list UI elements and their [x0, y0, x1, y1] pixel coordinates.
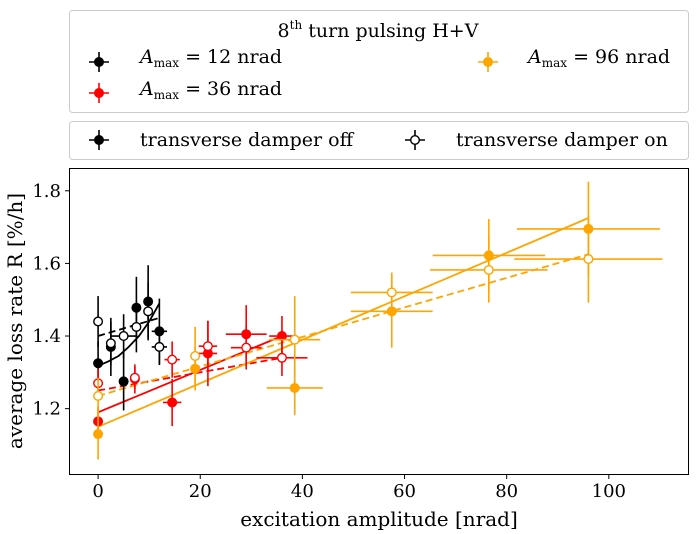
y-tick-label: 1.8	[32, 181, 61, 202]
legend-entry-amax-12: Amax = 12 nrad	[89, 46, 282, 72]
data-point	[105, 321, 116, 366]
legend-marker-dot	[483, 57, 494, 68]
data-point	[110, 314, 137, 358]
data-marker	[131, 321, 142, 332]
x-tick-label: 0	[92, 481, 103, 502]
plot-frame	[69, 168, 689, 475]
data-marker	[202, 341, 213, 352]
legend-label-amax-12: Amax = 12 nrad	[138, 46, 282, 70]
data-marker	[93, 316, 104, 327]
legend-marker-black	[89, 52, 109, 72]
fit-lines	[97, 217, 589, 428]
legend-title-superscript: th	[290, 18, 303, 32]
data-point	[93, 408, 104, 460]
x-tick-label: 80	[495, 481, 518, 502]
data-marker	[190, 350, 201, 361]
data-marker	[143, 306, 154, 317]
axes: 0 20 40 60 80 100 1.2 1.4 1.6 1.8	[32, 181, 626, 502]
legend-marker-damper-on	[405, 130, 425, 150]
legend-pulsing-title: 8th turn pulsing H+V	[278, 18, 479, 42]
legend-label-amax-36: Amax = 36 nrad	[138, 78, 282, 102]
data-marker	[241, 342, 252, 353]
legend-marker-dot	[410, 134, 421, 145]
legend-pulsing: 8th turn pulsing H+V Amax = 12 nrad Amax…	[69, 10, 689, 113]
data-marker	[118, 331, 129, 342]
y-tick-label: 1.4	[32, 326, 61, 347]
data-point	[151, 328, 168, 366]
legend-marker-dot	[93, 57, 104, 68]
data-point	[430, 237, 548, 303]
data-marker	[167, 354, 178, 365]
fit-line	[97, 217, 589, 428]
legend-marker-dot	[93, 134, 104, 145]
data-marker	[483, 264, 494, 275]
legend-entry-amax-36: Amax = 36 nrad	[89, 78, 282, 103]
x-tick-label: 60	[393, 481, 416, 502]
data-point	[93, 377, 104, 415]
data-marker	[93, 429, 104, 440]
data-point	[350, 272, 433, 313]
legend-label-amax-96: Amax = 96 nrad	[526, 46, 670, 70]
y-tick-label: 1.2	[32, 399, 61, 420]
x-tick-label: 40	[291, 481, 314, 502]
data-point	[129, 366, 140, 389]
x-axis-label: excitation amplitude [nrad]	[240, 507, 518, 531]
data-marker	[118, 376, 129, 387]
x-tick-label: 100	[592, 481, 626, 502]
data-marker	[276, 352, 287, 363]
data-marker	[289, 334, 300, 345]
legend-entry-amax-96: Amax = 96 nrad	[478, 46, 670, 72]
data-point	[118, 352, 129, 411]
data-point	[269, 296, 321, 384]
legend-label-damper-on: transverse damper on	[456, 129, 668, 151]
data-point	[131, 301, 142, 353]
data-point	[198, 320, 218, 372]
fit-line	[97, 356, 283, 392]
legend-marker-dot	[93, 87, 104, 98]
data-point	[256, 339, 308, 376]
data-point	[162, 378, 182, 427]
fit-line	[97, 253, 589, 397]
y-axis-label: average loss rate R [%/h]	[3, 193, 27, 449]
legend-title-number: 8	[278, 20, 290, 42]
data-point	[190, 326, 201, 386]
data-marker	[386, 287, 397, 298]
data-marker	[93, 358, 104, 369]
legend-damper: transverse damper off transverse damper …	[69, 121, 689, 160]
legend-marker-red	[89, 83, 109, 103]
data-marker	[93, 390, 104, 401]
data-point	[230, 325, 262, 370]
data-marker	[167, 397, 178, 408]
data-marker	[129, 372, 140, 383]
legend-damper-frame	[69, 121, 689, 160]
data-marker	[583, 254, 594, 265]
data-point	[514, 215, 663, 303]
legend-title-rest: turn pulsing H+V	[302, 20, 479, 42]
x-tick-label: 20	[189, 481, 212, 502]
data-marker	[105, 338, 116, 349]
legend-marker-orange	[478, 52, 498, 72]
data-marker	[289, 382, 300, 393]
data-points	[93, 181, 663, 460]
data-point	[143, 282, 154, 341]
data-point	[164, 341, 180, 378]
legend-pulsing-frame	[69, 10, 689, 113]
legend-marker-damper-off	[89, 130, 109, 150]
data-point	[93, 296, 104, 347]
fit-line	[97, 302, 161, 367]
legend-label-damper-off: transverse damper off	[140, 129, 355, 151]
data-marker	[154, 341, 165, 352]
y-tick-label: 1.6	[32, 253, 61, 274]
